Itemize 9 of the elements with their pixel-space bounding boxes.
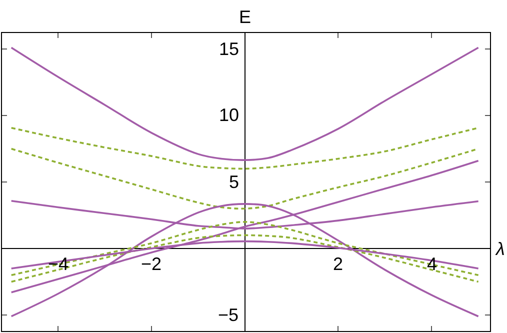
x-axis-title: λ [495, 239, 505, 259]
line-series [10, 126, 480, 170]
y-axis-title: E [239, 7, 252, 27]
x-tick-label: −2 [141, 254, 162, 274]
x-tick-label: 2 [333, 254, 344, 274]
y-tick-label: 15 [219, 39, 240, 59]
y-tick-label: 5 [229, 172, 240, 192]
y-tick-label: −5 [218, 305, 239, 325]
y-tick-label: 10 [219, 105, 240, 125]
